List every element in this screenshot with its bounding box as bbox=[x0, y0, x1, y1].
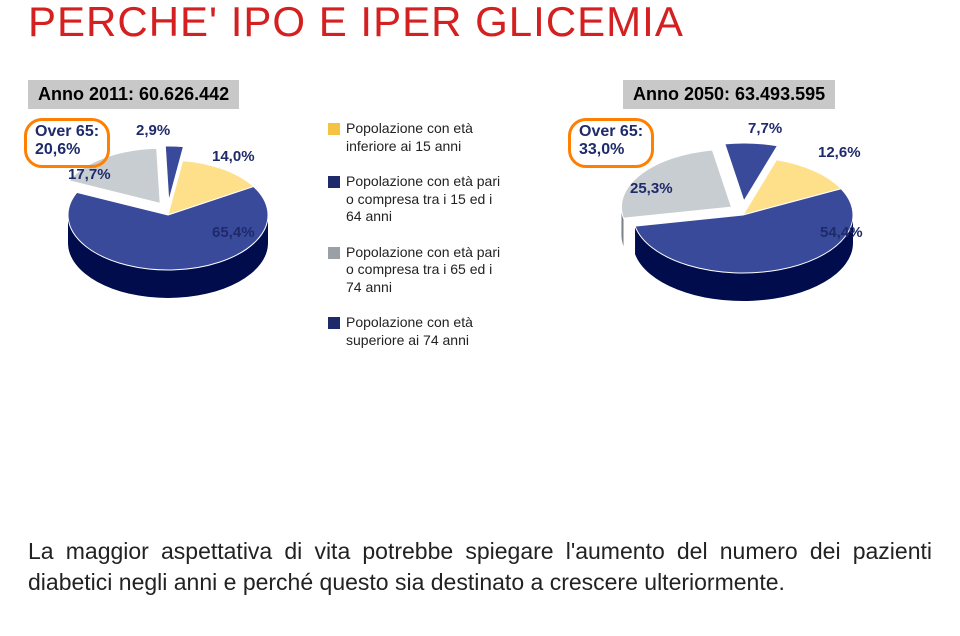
legend-item: Popolazione con età pari o compresa tra … bbox=[328, 173, 508, 226]
pct-2011-15-64: 65,4% bbox=[212, 224, 255, 241]
legend-swatch bbox=[328, 176, 340, 188]
legend-swatch bbox=[328, 123, 340, 135]
over65-2011-line1: Over 65: bbox=[35, 123, 99, 141]
over65-2011-line2: 20,6% bbox=[35, 141, 99, 159]
over65-box-2011: Over 65: 20,6% bbox=[24, 118, 110, 168]
legend-text: Popolazione con età pari o compresa tra … bbox=[346, 173, 508, 226]
body-paragraph: La maggior aspettativa di vita potrebbe … bbox=[28, 536, 932, 598]
pct-2011-over74: 2,9% bbox=[136, 122, 170, 139]
legend-swatch bbox=[328, 247, 340, 259]
over65-2050-line1: Over 65: bbox=[579, 123, 643, 141]
year-2011-label: Anno 2011: 60.626.442 bbox=[28, 80, 239, 109]
pct-2050-15-64: 54,4% bbox=[820, 224, 863, 241]
year-2050-label: Anno 2050: 63.493.595 bbox=[623, 80, 835, 109]
legend-item: Popolazione con età pari o compresa tra … bbox=[328, 244, 508, 297]
over65-2050-line2: 33,0% bbox=[579, 141, 643, 159]
legend-item: Popolazione con età superiore ai 74 anni bbox=[328, 314, 508, 349]
page-title: PERCHE' IPO E IPER GLICEMIA bbox=[0, 0, 960, 44]
legend-item: Popolazione con età inferiore ai 15 anni bbox=[328, 120, 508, 155]
pct-2050-65-74: 25,3% bbox=[630, 180, 673, 197]
over65-box-2050: Over 65: 33,0% bbox=[568, 118, 654, 168]
charts-area: Anno 2011: 60.626.442 Anno 2050: 63.493.… bbox=[28, 80, 932, 440]
legend-swatch bbox=[328, 317, 340, 329]
pct-2011-under15: 14,0% bbox=[212, 148, 255, 165]
legend-text: Popolazione con età pari o compresa tra … bbox=[346, 244, 508, 297]
legend-text: Popolazione con età inferiore ai 15 anni bbox=[346, 120, 508, 155]
pct-2011-65-74: 17,7% bbox=[68, 166, 111, 183]
pct-2050-over74: 7,7% bbox=[748, 120, 782, 137]
legend: Popolazione con età inferiore ai 15 anni… bbox=[328, 120, 508, 367]
pct-2050-under15: 12,6% bbox=[818, 144, 861, 161]
legend-text: Popolazione con età superiore ai 74 anni bbox=[346, 314, 508, 349]
